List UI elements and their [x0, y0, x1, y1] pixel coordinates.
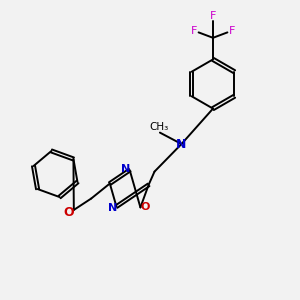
Text: F: F	[228, 26, 235, 36]
Text: O: O	[140, 202, 150, 212]
Text: CH₃: CH₃	[150, 122, 169, 132]
Text: F: F	[191, 26, 198, 36]
Text: O: O	[64, 206, 74, 219]
Text: F: F	[210, 11, 216, 22]
Text: N: N	[176, 137, 187, 151]
Text: N: N	[121, 164, 130, 174]
Text: N: N	[108, 203, 117, 213]
